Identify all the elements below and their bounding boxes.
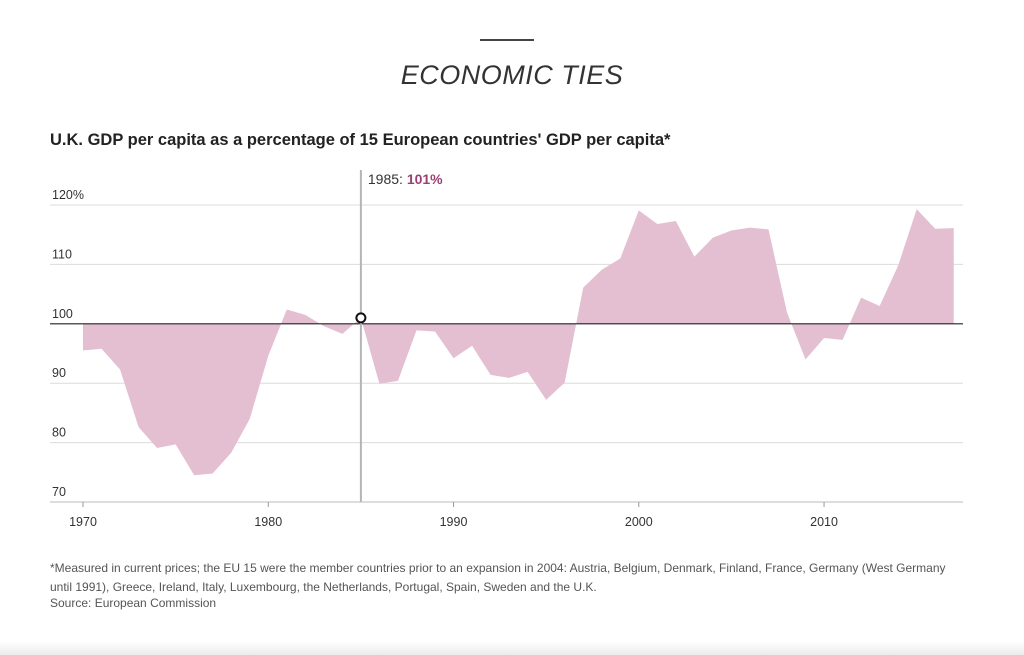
annotation-value: 101% — [407, 171, 443, 187]
chart-title: U.K. GDP per capita as a percentage of 1… — [50, 131, 671, 149]
x-tick-label: 1990 — [440, 515, 468, 529]
section-divider — [480, 39, 534, 41]
y-tick-label: 80 — [52, 426, 66, 440]
chart-footnote: *Measured in current prices; the EU 15 w… — [50, 561, 946, 594]
area-chart[interactable]: 70 80 90 100 110 120% 1970 1980 1990 2000 2010 1985… — [0, 0, 1024, 555]
chart-source: Source: European Commission — [50, 596, 217, 610]
x-tick-label: 1970 — [69, 515, 97, 529]
y-tick-label: 70 — [52, 485, 66, 499]
annotation-label: 1985: 101% — [368, 171, 443, 187]
bottom-fade — [0, 641, 1024, 655]
y-tick-label: 100 — [52, 307, 73, 321]
x-tick-label: 2010 — [810, 515, 838, 529]
highlight-point — [355, 312, 367, 324]
y-tick-label: 90 — [52, 366, 66, 380]
x-tick-label: 2000 — [625, 515, 653, 529]
x-tick-label: 1980 — [254, 515, 282, 529]
y-tick-label: 120% — [52, 188, 84, 202]
series-area — [83, 209, 954, 476]
y-tick-label: 110 — [52, 247, 72, 261]
section-title: ECONOMIC TIES — [400, 60, 624, 90]
